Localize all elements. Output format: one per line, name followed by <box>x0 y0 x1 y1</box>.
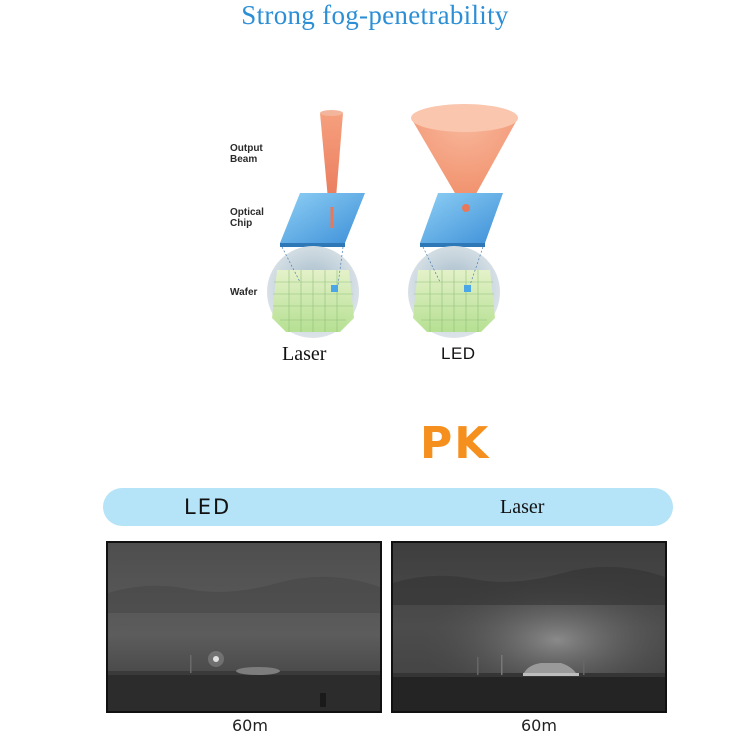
laser-wafer <box>267 246 359 338</box>
laser-stack <box>267 110 365 338</box>
laser-vs-led-diagram <box>267 104 518 338</box>
laser-fog-photo <box>391 541 667 713</box>
led-distance-label: 60m <box>232 716 268 735</box>
optical-chip-label: Optical Chip <box>230 207 264 229</box>
laser-caption: Laser <box>282 343 327 365</box>
led-fog-photo <box>106 541 382 713</box>
led-wafer <box>408 246 500 338</box>
output-beam-label: Output Beam <box>230 143 263 165</box>
led-output-beam <box>411 109 518 212</box>
bar-laser-label: Laser <box>500 496 545 518</box>
wafer-label: Wafer <box>230 287 258 298</box>
comparison-label-bar <box>103 488 673 526</box>
pk-heading: PK <box>420 418 491 469</box>
bar-led-label: LED <box>184 495 232 519</box>
led-caption: LED <box>441 344 476 363</box>
led-stack <box>408 104 518 338</box>
led-optical-chip <box>420 193 503 243</box>
laser-output-beam <box>320 113 343 210</box>
page-title: Strong fog-penetrability <box>241 0 509 30</box>
laser-optical-chip <box>280 193 365 243</box>
laser-distance-label: 60m <box>521 716 557 735</box>
